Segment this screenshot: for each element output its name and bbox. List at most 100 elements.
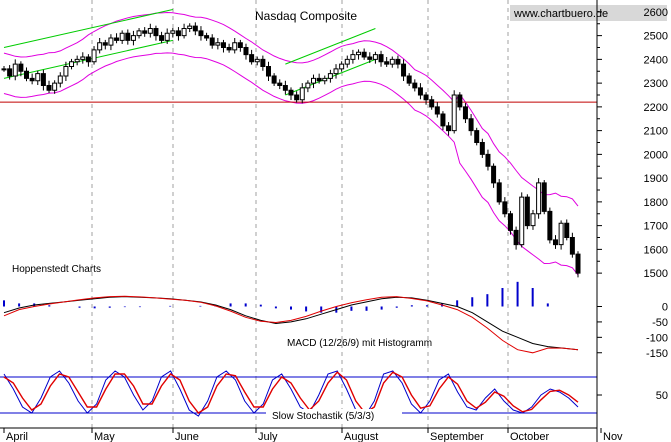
- candle-body: [468, 118, 474, 132]
- candle-body: [52, 82, 58, 91]
- candle-body: [142, 30, 148, 34]
- candle-body: [282, 85, 288, 91]
- candle-body: [226, 47, 232, 51]
- candle-body: [187, 25, 193, 29]
- candle-body: [541, 182, 547, 212]
- price-candles: [1, 22, 581, 278]
- candle-body: [530, 213, 536, 227]
- candle-body: [147, 28, 153, 34]
- stochastic-pane: Slow Stochastik (5/3/3): [0, 370, 597, 422]
- candle-body: [40, 73, 46, 86]
- candle-body: [406, 75, 412, 84]
- candle-body: [24, 70, 30, 79]
- macd-title: MACD (12/26/9) mit Histogramm: [287, 338, 432, 349]
- candle-body: [558, 222, 564, 246]
- candle-body: [327, 73, 333, 79]
- macd-pane: MACD (12/26/9) mit Histogramm: [3, 281, 579, 354]
- candle-body: [384, 61, 390, 65]
- candle-body: [1, 68, 7, 71]
- stochastic-y-axis: 50: [597, 390, 668, 402]
- candle-body: [288, 89, 294, 96]
- candle-body: [265, 66, 271, 77]
- stochastic-y-tick-label: 50: [656, 390, 668, 402]
- candle-body: [524, 196, 530, 227]
- candle-body: [102, 42, 108, 46]
- price-y-tick-label: 1500: [644, 268, 668, 280]
- candle-body: [575, 253, 581, 274]
- candle-body: [479, 142, 485, 155]
- candle-body: [305, 82, 311, 89]
- candle-body: [496, 182, 502, 203]
- x-tick-label: August: [344, 431, 378, 442]
- x-tick-label: April: [6, 431, 28, 442]
- candle-body: [552, 239, 558, 246]
- candle-body: [80, 56, 86, 60]
- price-y-tick-label: 1700: [644, 221, 668, 233]
- candle-body: [378, 54, 384, 63]
- trend-channel-line: [3, 9, 173, 48]
- candle-body: [181, 28, 187, 37]
- price-y-tick-label: 2600: [644, 7, 668, 19]
- candle-body: [204, 35, 210, 39]
- price-title: Nasdaq Composite: [255, 9, 357, 23]
- candle-body: [46, 85, 52, 91]
- price-y-tick-label: 2400: [644, 54, 668, 66]
- candle-body: [536, 182, 542, 215]
- candle-body: [412, 82, 418, 89]
- candle-body: [564, 222, 570, 238]
- candle-body: [356, 51, 362, 56]
- candle-body: [119, 32, 125, 41]
- candle-body: [271, 75, 277, 84]
- price-y-tick-label: 1800: [644, 197, 668, 209]
- candle-body: [108, 37, 114, 46]
- price-y-tick-label: 2500: [644, 31, 668, 43]
- price-y-tick-label: 2100: [644, 126, 668, 138]
- macd-y-tick-label: -100: [646, 332, 668, 344]
- candle-body: [311, 77, 317, 84]
- candle-body: [316, 77, 322, 82]
- candle-body: [434, 106, 440, 115]
- stochastic-title-bg: [266, 409, 402, 422]
- candle-body: [237, 42, 243, 48]
- macd-signal-line: [3, 295, 579, 354]
- macd-lines: [3, 295, 579, 354]
- candle-body: [389, 58, 395, 65]
- x-tick-label: Nov: [603, 431, 623, 442]
- candle-body: [97, 42, 103, 51]
- candle-body: [220, 42, 226, 48]
- candle-body: [502, 201, 508, 215]
- candle-body: [136, 30, 142, 37]
- candle-body: [451, 94, 457, 132]
- candle-body: [209, 37, 215, 46]
- price-y-tick-label: 1600: [644, 244, 668, 256]
- candle-body: [485, 153, 491, 167]
- x-tick-label: May: [94, 431, 115, 442]
- macd-line: [3, 296, 579, 351]
- candle-body: [57, 75, 63, 84]
- x-tick-label: July: [258, 431, 278, 442]
- candle-body: [367, 56, 373, 60]
- x-tick-label: September: [430, 431, 484, 442]
- candle-body: [474, 130, 480, 143]
- stochastic-k-line: [3, 370, 579, 417]
- candle-body: [507, 213, 513, 231]
- trend-channel-line: [285, 28, 376, 65]
- price-y-tick-label: 2000: [644, 149, 668, 161]
- candle-body: [547, 210, 553, 241]
- candle-body: [322, 77, 328, 82]
- price-y-tick-label: 2300: [644, 78, 668, 90]
- candle-body: [462, 106, 468, 120]
- candle-body: [164, 32, 170, 41]
- candle-body: [299, 87, 305, 101]
- candle-body: [519, 196, 525, 246]
- candle-body: [446, 125, 452, 132]
- price-pane: Nasdaq Composite Hoppenstedt Charts www.…: [0, 5, 667, 278]
- candle-body: [63, 66, 69, 77]
- candle-body: [243, 47, 249, 56]
- candle-body: [91, 49, 97, 63]
- candle-body: [277, 82, 283, 86]
- candle-body: [153, 28, 159, 37]
- candle-body: [130, 35, 136, 41]
- candle-body: [198, 30, 204, 37]
